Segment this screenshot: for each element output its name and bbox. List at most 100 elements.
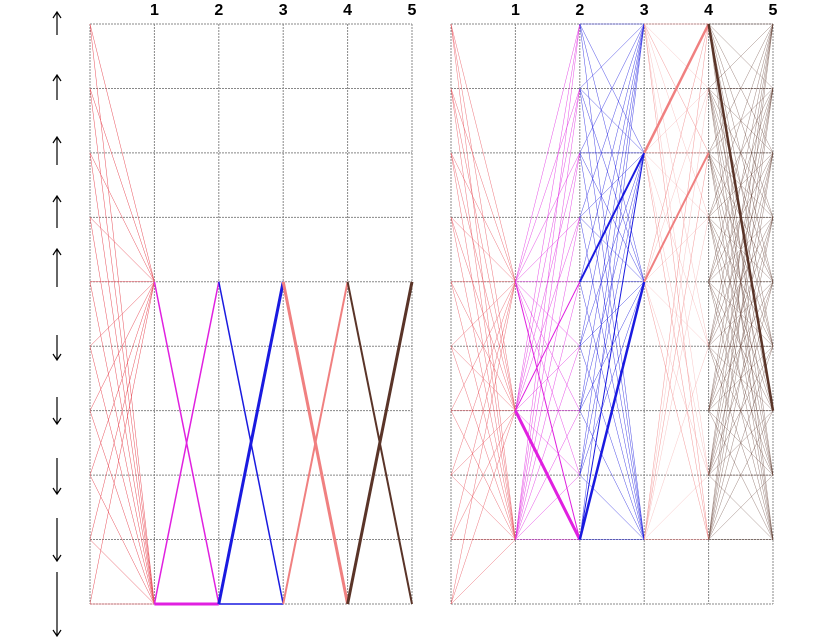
link: [708, 281, 774, 540]
link: [89, 281, 155, 476]
link: [450, 281, 516, 605]
column-label: 1: [150, 2, 159, 19]
down-arrow: [52, 397, 62, 426]
link: [515, 88, 580, 282]
link: [153, 281, 220, 605]
column-label: 5: [408, 2, 417, 19]
link: [644, 88, 709, 282]
link: [579, 23, 645, 218]
link: [450, 281, 516, 411]
link: [514, 409, 582, 541]
column-label: 3: [640, 2, 649, 19]
up-arrow: [52, 10, 62, 35]
link: [708, 23, 774, 282]
link: [579, 346, 645, 540]
link: [217, 281, 285, 605]
link: [707, 23, 775, 411]
link: [450, 539, 516, 605]
link: [644, 23, 709, 540]
link: [89, 281, 155, 411]
link: [644, 475, 709, 540]
down-arrow: [52, 335, 62, 362]
link: [89, 152, 155, 282]
column-label: 3: [279, 2, 288, 19]
link: [515, 23, 580, 540]
up-arrow: [52, 194, 62, 228]
link: [450, 217, 516, 282]
link: [644, 217, 709, 540]
link: [89, 281, 155, 540]
link: [515, 474, 580, 540]
link: [450, 410, 516, 540]
link: [579, 23, 645, 89]
link: [578, 152, 646, 283]
link: [450, 281, 516, 476]
link: [708, 23, 774, 89]
link: [515, 217, 580, 540]
link: [643, 152, 710, 283]
column-label: 4: [343, 2, 352, 19]
link: [515, 23, 580, 282]
link: [708, 23, 774, 153]
link: [450, 152, 516, 282]
link: [515, 88, 580, 411]
link: [89, 217, 155, 282]
link: [579, 23, 645, 282]
link: [450, 281, 516, 347]
link: [708, 410, 774, 540]
link: [579, 23, 645, 476]
down-arrow: [52, 572, 62, 638]
column-label: 4: [704, 2, 713, 19]
link: [579, 23, 645, 540]
link: [579, 474, 645, 540]
link: [708, 23, 774, 218]
link: [644, 346, 709, 540]
up-arrow: [52, 135, 62, 165]
link: [514, 281, 581, 411]
link: [515, 23, 580, 411]
link: [579, 152, 645, 476]
up-arrow: [52, 247, 62, 287]
link: [579, 152, 645, 540]
link: [644, 281, 709, 540]
link: [514, 281, 581, 540]
link: [89, 281, 155, 347]
column-label: 2: [214, 2, 223, 19]
link: [708, 23, 774, 540]
link: [644, 88, 709, 540]
link: [89, 539, 155, 605]
link: [89, 88, 155, 282]
link: [89, 281, 155, 605]
link: [708, 23, 774, 476]
link: [450, 23, 516, 282]
down-arrow: [52, 458, 62, 496]
link: [515, 346, 580, 540]
link: [708, 88, 774, 540]
link: [579, 281, 645, 476]
link: [644, 23, 709, 89]
link: [89, 410, 155, 605]
link: [708, 475, 774, 540]
link: [708, 152, 774, 540]
link: [644, 152, 709, 540]
link: [643, 23, 710, 154]
link: [89, 23, 155, 282]
link: [579, 23, 645, 347]
link: [708, 346, 774, 540]
link: [450, 281, 516, 540]
link: [578, 281, 646, 540]
column-label: 1: [511, 2, 520, 19]
link: [579, 410, 645, 540]
link: [450, 410, 516, 605]
link: [644, 23, 709, 282]
link: [282, 281, 349, 605]
column-label: 2: [575, 2, 584, 19]
link: [579, 23, 645, 153]
link: [450, 88, 516, 282]
link: [708, 217, 774, 540]
column-label: 5: [769, 2, 778, 19]
link: [346, 281, 414, 605]
up-arrow: [52, 73, 62, 100]
